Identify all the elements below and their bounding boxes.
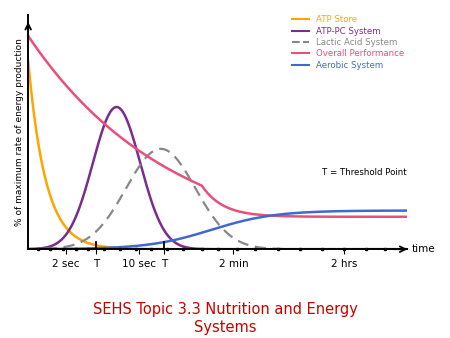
Text: T = Threshold Point: T = Threshold Point (322, 168, 406, 177)
Text: time: time (412, 244, 436, 254)
Y-axis label: % of maximum rate of energy production: % of maximum rate of energy production (15, 38, 24, 226)
Text: SEHS Topic 3.3 Nutrition and Energy
Systems: SEHS Topic 3.3 Nutrition and Energy Syst… (93, 302, 357, 335)
Legend: ATP Store, ATP-PC System, Lactic Acid System, Overall Performance, Aerobic Syste: ATP Store, ATP-PC System, Lactic Acid Sy… (292, 15, 405, 70)
